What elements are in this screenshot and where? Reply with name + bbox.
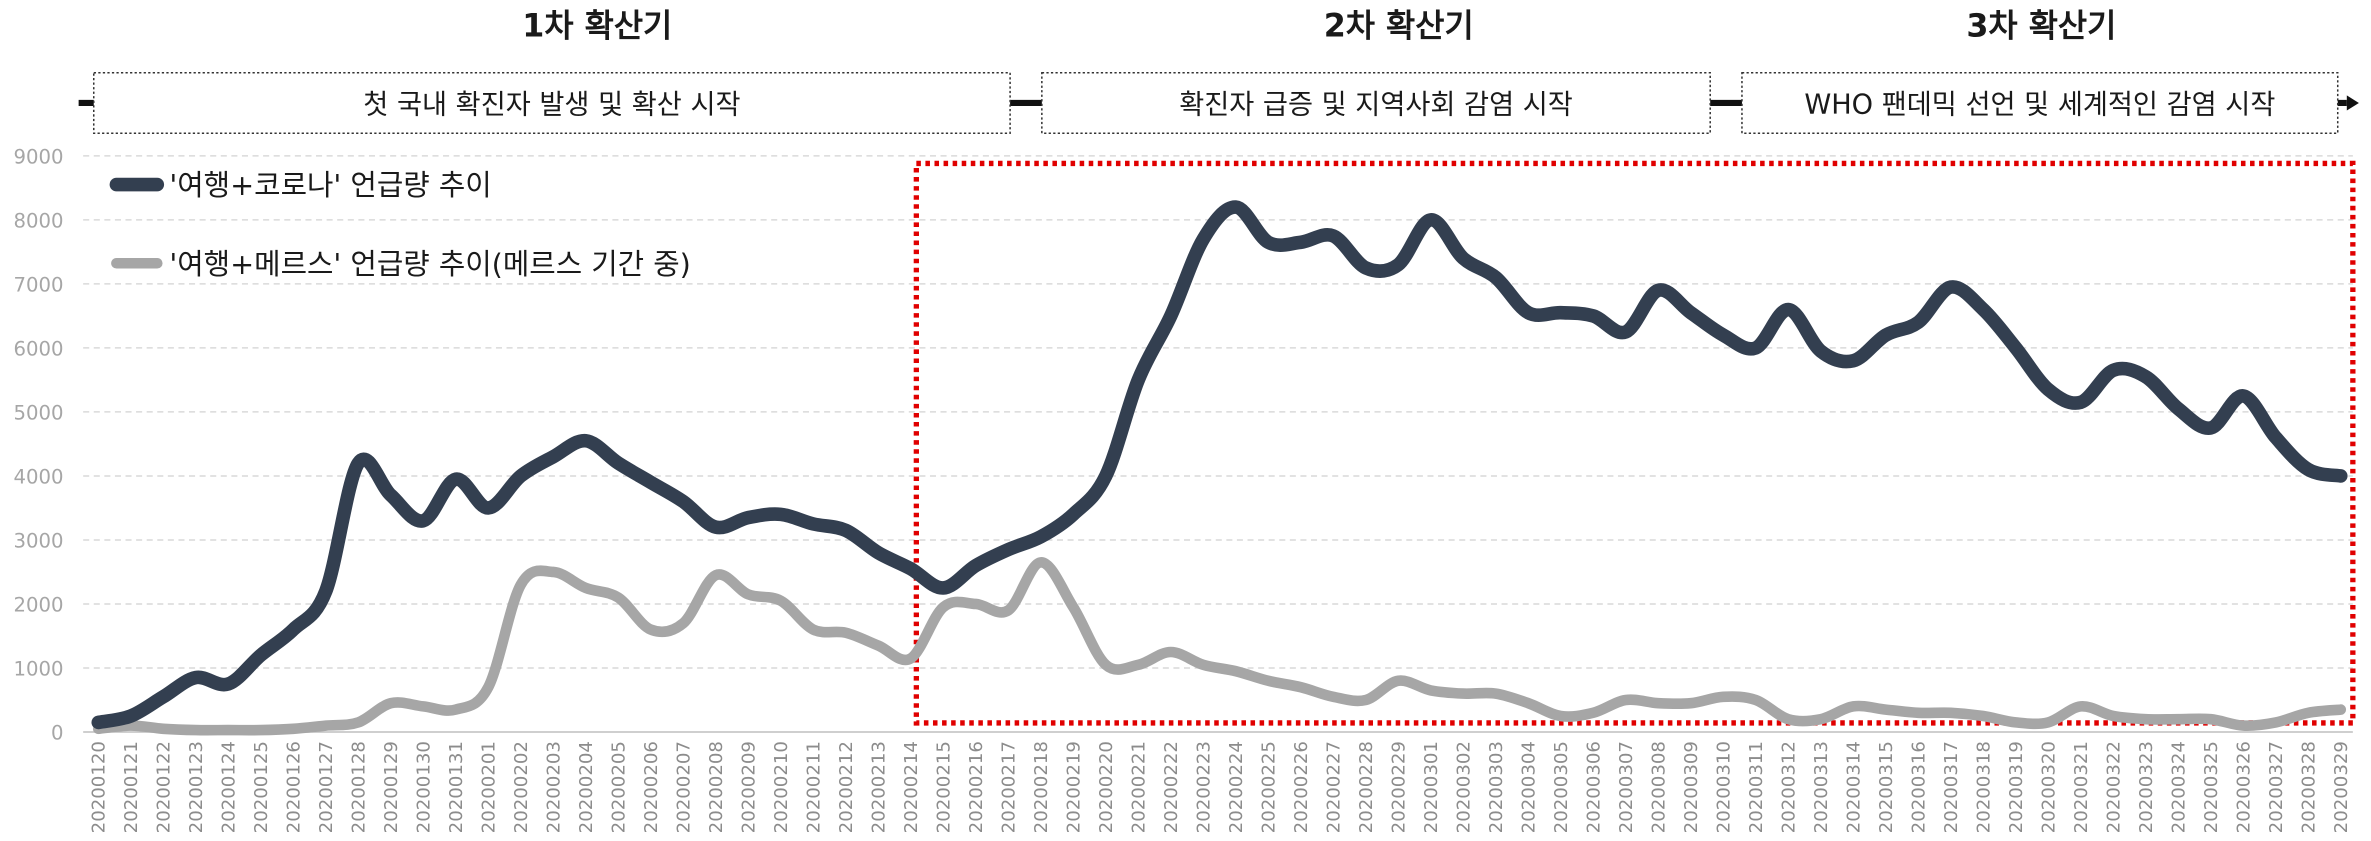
- x-tick-label: 20200324: [2168, 741, 2189, 833]
- x-tick-label: 20200205: [608, 741, 629, 833]
- x-tick-label: 20200213: [868, 741, 889, 833]
- x-tick-label: 20200129: [381, 741, 402, 833]
- x-tick-label: 20200226: [1291, 741, 1312, 833]
- x-tick-label: 20200210: [771, 741, 792, 833]
- x-tick-label: 20200125: [251, 741, 272, 833]
- y-tick-label: 4000: [14, 466, 64, 489]
- x-tick-label: 20200315: [1876, 741, 1897, 833]
- x-tick-label: 20200203: [543, 741, 564, 833]
- x-tick-label: 20200131: [446, 741, 467, 833]
- y-tick-label: 5000: [14, 401, 64, 424]
- phase-label: 1차 확산기: [522, 8, 672, 44]
- y-tick-label: 6000: [14, 337, 64, 360]
- x-tick-label: 20200122: [153, 741, 174, 833]
- event-label: WHO 팬데믹 선언 및 세계적인 감염 시작: [1804, 90, 2275, 121]
- x-tick-label: 20200126: [283, 741, 304, 833]
- x-tick-label: 20200212: [836, 741, 857, 833]
- x-tick-label: 20200211: [803, 741, 824, 833]
- x-tick-label: 20200228: [1356, 741, 1377, 833]
- x-tick-label: 20200128: [348, 741, 369, 833]
- x-tick-label: 20200219: [1063, 741, 1084, 833]
- legend-label: '여행+메르스' 언급량 추이(메르스 기간 중): [169, 247, 691, 281]
- x-tick-label: 20200224: [1226, 741, 1247, 833]
- x-tick-label: 20200214: [901, 741, 922, 833]
- x-tick-label: 20200316: [1908, 741, 1929, 833]
- x-tick-label: 20200123: [186, 741, 207, 833]
- y-tick-label: 1000: [14, 658, 64, 681]
- x-tick-label: 20200319: [2006, 741, 2027, 833]
- x-tick-label: 20200207: [673, 741, 694, 833]
- x-tick-label: 20200317: [1941, 741, 1962, 833]
- x-tick-label: 20200322: [2103, 741, 2124, 833]
- x-tick-label: 20200301: [1421, 741, 1442, 833]
- event-box: [92, 71, 1011, 134]
- x-tick-label: 20200216: [966, 741, 987, 833]
- x-tick-label: 20200303: [1486, 741, 1507, 833]
- event-box: [1041, 71, 1711, 134]
- x-tick-label: 20200326: [2233, 741, 2254, 833]
- x-tick-label: 20200304: [1518, 741, 1539, 833]
- x-tick-label: 20200206: [641, 741, 662, 833]
- x-tick-label: 20200223: [1193, 741, 1214, 833]
- x-tick-label: 20200311: [1746, 741, 1767, 833]
- x-tick-label: 20200124: [218, 741, 239, 833]
- x-tick-label: 20200217: [998, 741, 1019, 833]
- x-tick-label: 20200327: [2266, 741, 2287, 833]
- y-tick-label: 8000: [14, 209, 64, 232]
- x-tick-label: 20200215: [933, 741, 954, 833]
- series-line: [92, 557, 2347, 736]
- x-tick-label: 20200209: [738, 741, 759, 833]
- timeline-arrow: [2346, 95, 2359, 111]
- x-tick-label: 20200321: [2071, 741, 2092, 833]
- event-label: 첫 국내 확진자 발생 및 확산 시작: [363, 90, 740, 121]
- y-tick-label: 3000: [14, 530, 64, 553]
- legend-label: '여행+코로나' 언급량 추이: [169, 168, 491, 202]
- x-tick-label: 20200127: [316, 741, 337, 833]
- x-tick-label: 20200310: [1713, 741, 1734, 833]
- x-tick-label: 20200120: [88, 741, 109, 833]
- x-tick-label: 20200320: [2038, 741, 2059, 833]
- x-tick-label: 20200227: [1323, 741, 1344, 833]
- x-tick-label: 20200201: [478, 741, 499, 833]
- x-tick-label: 20200323: [2136, 741, 2157, 833]
- x-tick-label: 20200313: [1811, 741, 1832, 833]
- x-tick-label: 20200325: [2201, 741, 2222, 833]
- x-tick-label: 20200314: [1843, 741, 1864, 833]
- phase-label: 3차 확산기: [1966, 8, 2116, 44]
- x-tick-label: 20200121: [121, 741, 142, 833]
- x-tick-label: 20200309: [1681, 741, 1702, 833]
- phase-label: 2차 확산기: [1324, 8, 1474, 44]
- x-tick-label: 20200312: [1778, 741, 1799, 833]
- x-tick-label: 20200218: [1031, 741, 1052, 833]
- x-tick-label: 20200329: [2331, 741, 2352, 833]
- x-tick-label: 20200318: [1973, 741, 1994, 833]
- event-box: [1741, 71, 2339, 134]
- event-label: 확진자 급증 및 지역사회 감염 시작: [1179, 90, 1573, 121]
- x-tick-label: 20200204: [576, 741, 597, 833]
- series-line: [91, 200, 2348, 730]
- x-tick-label: 20200220: [1096, 741, 1117, 833]
- highlight-box: [913, 160, 2356, 726]
- x-tick-label: 20200305: [1551, 741, 1572, 833]
- x-tick-label: 20200307: [1616, 741, 1637, 833]
- x-tick-label: 20200306: [1583, 741, 1604, 833]
- y-tick-label: 9000: [14, 145, 64, 168]
- y-tick-label: 2000: [14, 594, 64, 617]
- x-tick-label: 20200222: [1161, 741, 1182, 833]
- x-tick-label: 20200208: [706, 741, 727, 833]
- y-tick-label: 7000: [14, 273, 64, 296]
- x-tick-label: 20200225: [1258, 741, 1279, 833]
- x-tick-label: 20200328: [2298, 741, 2319, 833]
- x-tick-label: 20200221: [1128, 741, 1149, 833]
- y-tick-label: 0: [51, 722, 64, 745]
- x-tick-label: 20200202: [511, 741, 532, 833]
- x-tick-label: 20200130: [413, 741, 434, 833]
- x-tick-label: 20200302: [1453, 741, 1474, 833]
- x-tick-label: 20200308: [1648, 741, 1669, 833]
- x-tick-label: 20200229: [1388, 741, 1409, 833]
